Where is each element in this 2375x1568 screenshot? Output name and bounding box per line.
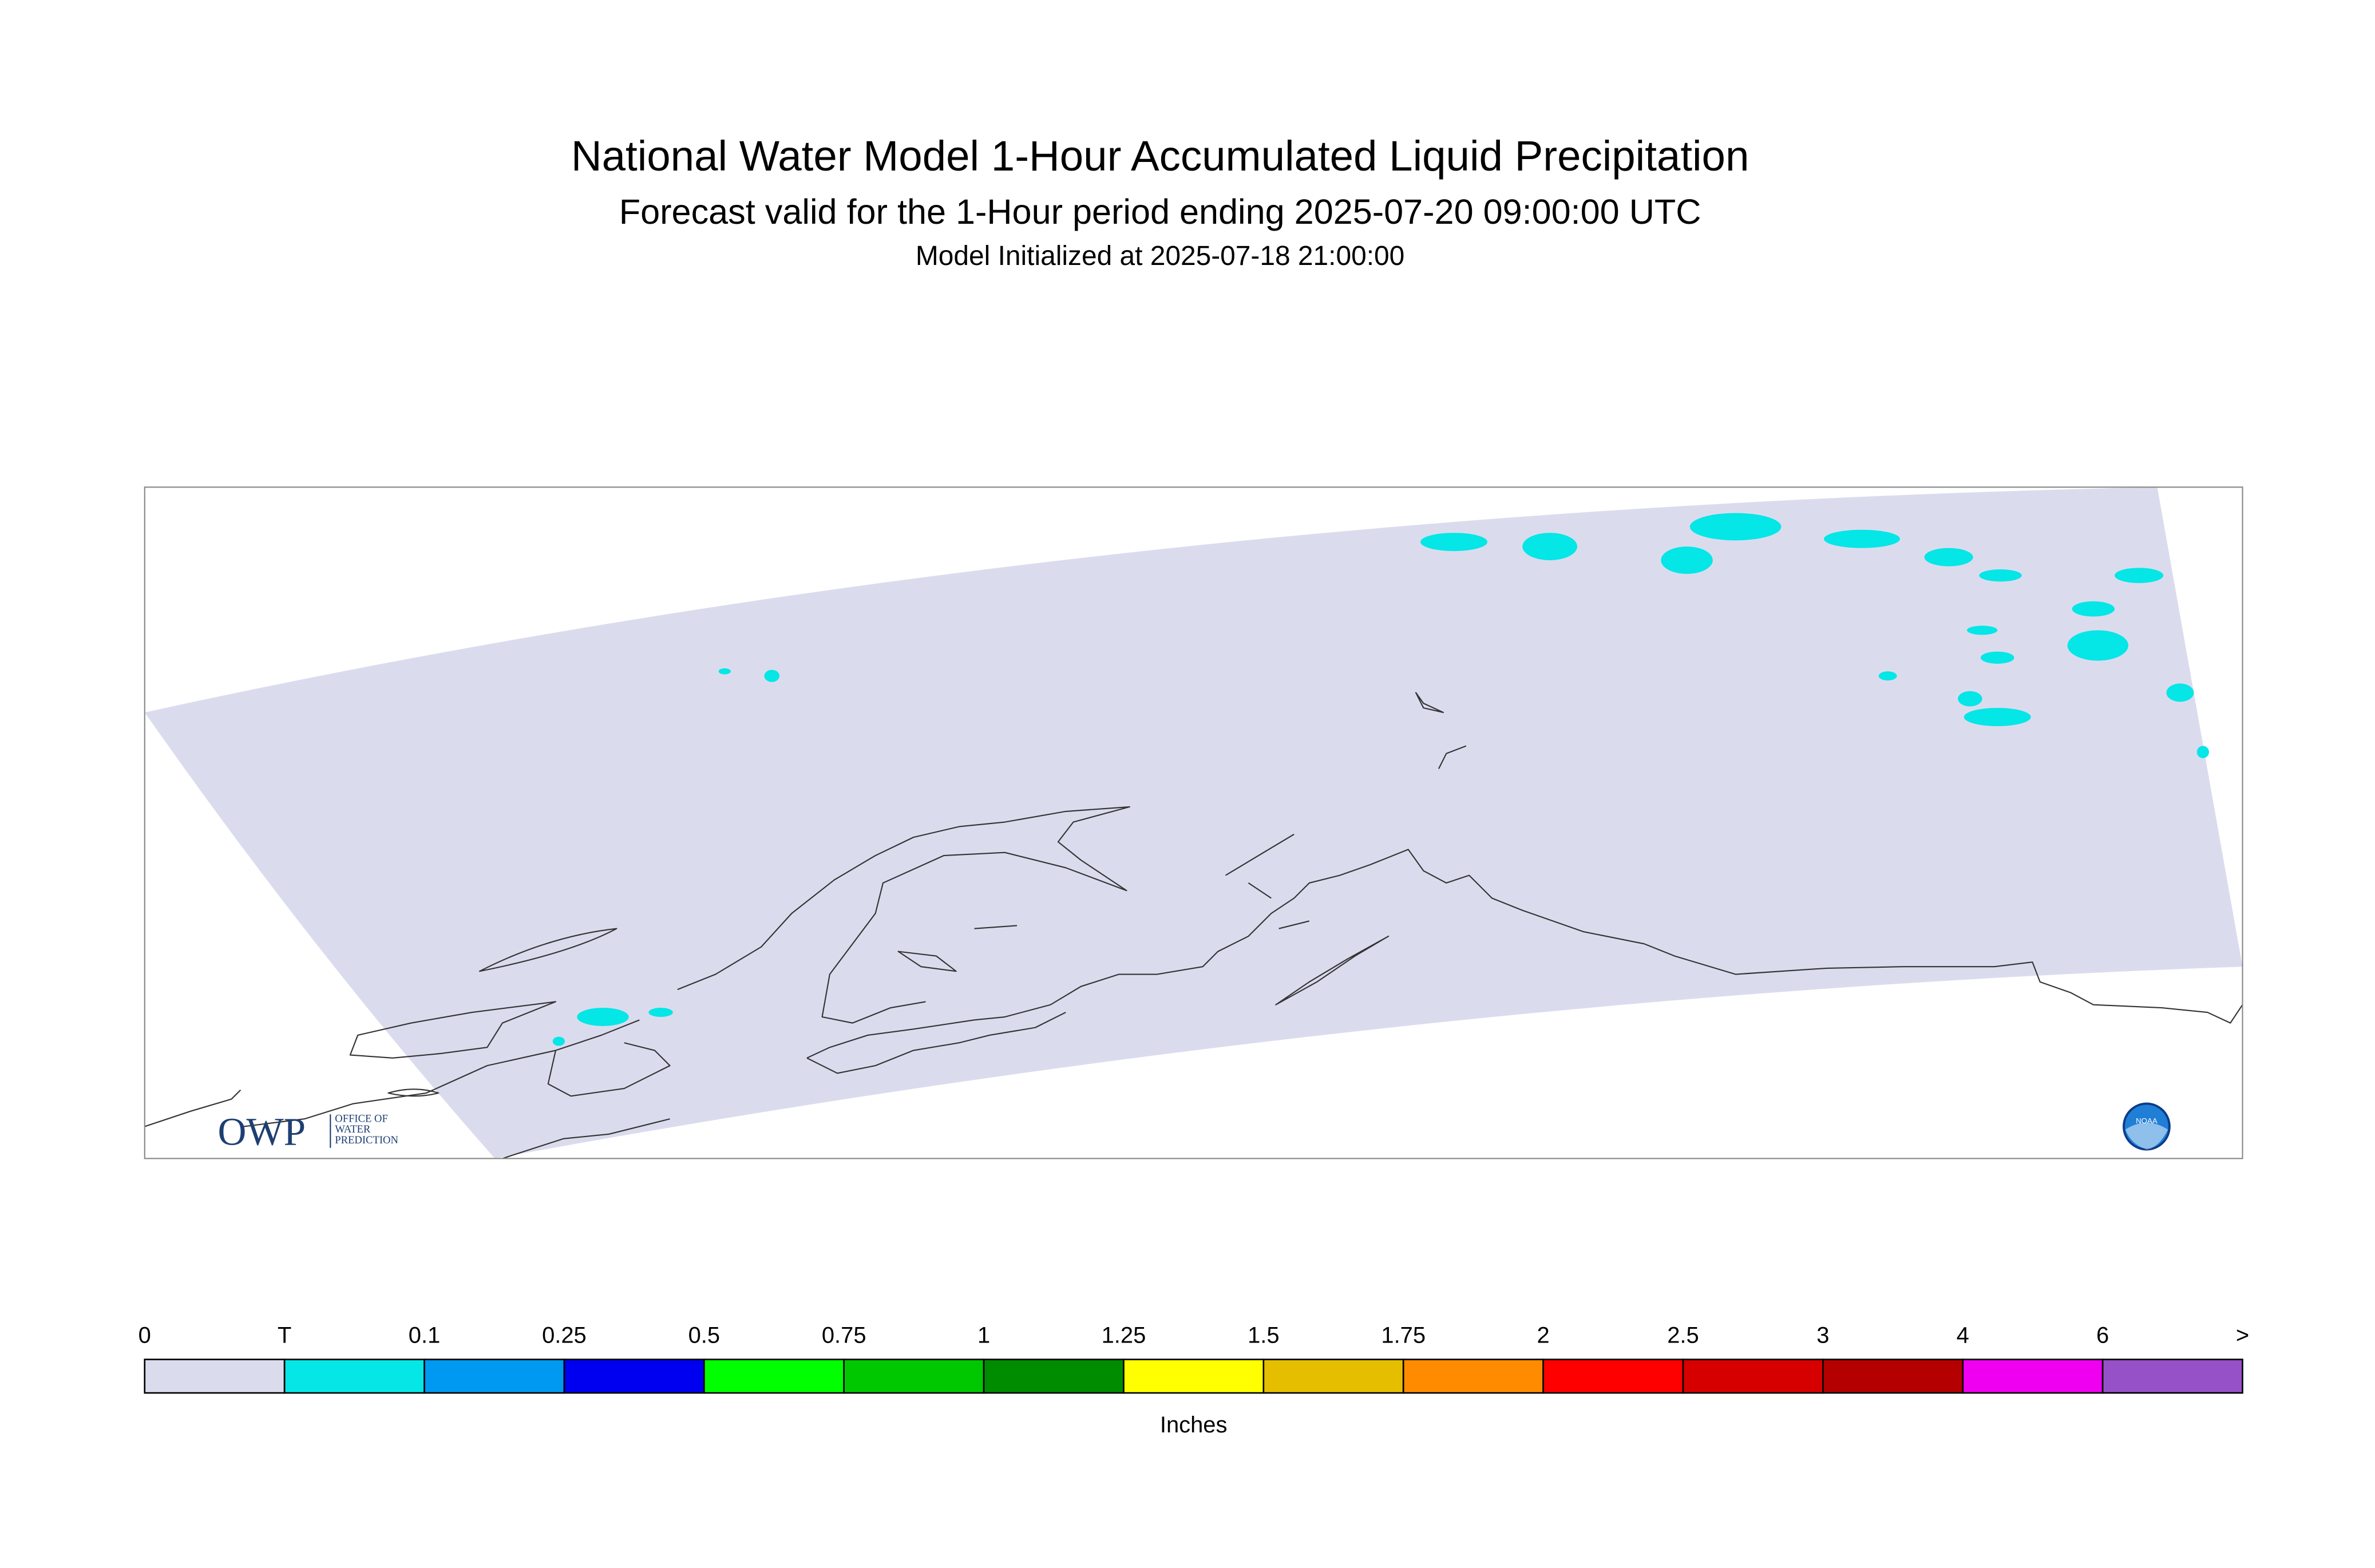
colorbar-label: 3: [1816, 1322, 1829, 1348]
model-domain: [144, 487, 2243, 1159]
colorbar-label: 1.25: [1102, 1322, 1146, 1348]
colorbar-box: [1123, 1359, 1265, 1394]
colorbar-box: [1542, 1359, 1684, 1394]
colorbar-box: [423, 1359, 565, 1394]
colorbar-label: T: [278, 1322, 291, 1348]
noaa-logo-text: NOAA: [2136, 1116, 2158, 1125]
colorbar-label: 0: [138, 1322, 151, 1348]
colorbar-label: >: [2236, 1322, 2249, 1348]
colorbar-label: 4: [1957, 1322, 1969, 1348]
colorbar-label: 6: [2096, 1322, 2109, 1348]
map-frame: [144, 486, 2243, 1159]
owp-logo-line: OFFICE OF: [335, 1113, 388, 1125]
colorbar-box: [703, 1359, 845, 1394]
colorbar-box: [843, 1359, 985, 1394]
colorbar-label: 0.75: [822, 1322, 866, 1348]
title: National Water Model 1-Hour Accumulated …: [571, 132, 1749, 180]
colorbar-box: [563, 1359, 705, 1394]
colorbar-box: [1262, 1359, 1404, 1394]
colorbar-label: 2.5: [1667, 1322, 1699, 1348]
colorbar-label: 1: [977, 1322, 990, 1348]
subtitle: Forecast valid for the 1-Hour period end…: [619, 192, 1701, 231]
colorbar-label: 0.5: [688, 1322, 720, 1348]
colorbar-box: [1822, 1359, 1964, 1394]
colorbar-label: 1.75: [1381, 1322, 1426, 1348]
init-time: Model Initialized at 2025-07-18 21:00:00: [916, 241, 1404, 271]
colorbar: 0 T 0.1 0.25 0.5 0.75 1 1.25 1.5 1.75 2 2.5 3 4 6 >: [138, 1322, 2249, 1394]
colorbar-box: [2101, 1359, 2243, 1394]
owp-logo-line: WATER: [335, 1123, 371, 1135]
owp-logo-text: OWP: [217, 1109, 306, 1153]
colorbar-box: [1962, 1359, 2104, 1394]
colorbar-box: [144, 1359, 286, 1394]
colorbar-label: 1.5: [1248, 1322, 1279, 1348]
colorbar-unit: Inches: [1160, 1412, 1228, 1438]
noaa-logo: NOAA: [2123, 1102, 2171, 1151]
colorbar-label: 0.25: [542, 1322, 587, 1348]
precip-areas: [552, 513, 2209, 1046]
owp-logo-line: PREDICTION: [335, 1134, 398, 1146]
colorbar-box: [283, 1359, 425, 1394]
colorbar-box: [1402, 1359, 1544, 1394]
colorbar-label: 2: [1537, 1322, 1550, 1348]
colorbar-box: [1682, 1359, 1824, 1394]
colorbar-box: [983, 1359, 1125, 1394]
coastlines: [144, 692, 2243, 1159]
colorbar-label: 0.1: [409, 1322, 440, 1348]
